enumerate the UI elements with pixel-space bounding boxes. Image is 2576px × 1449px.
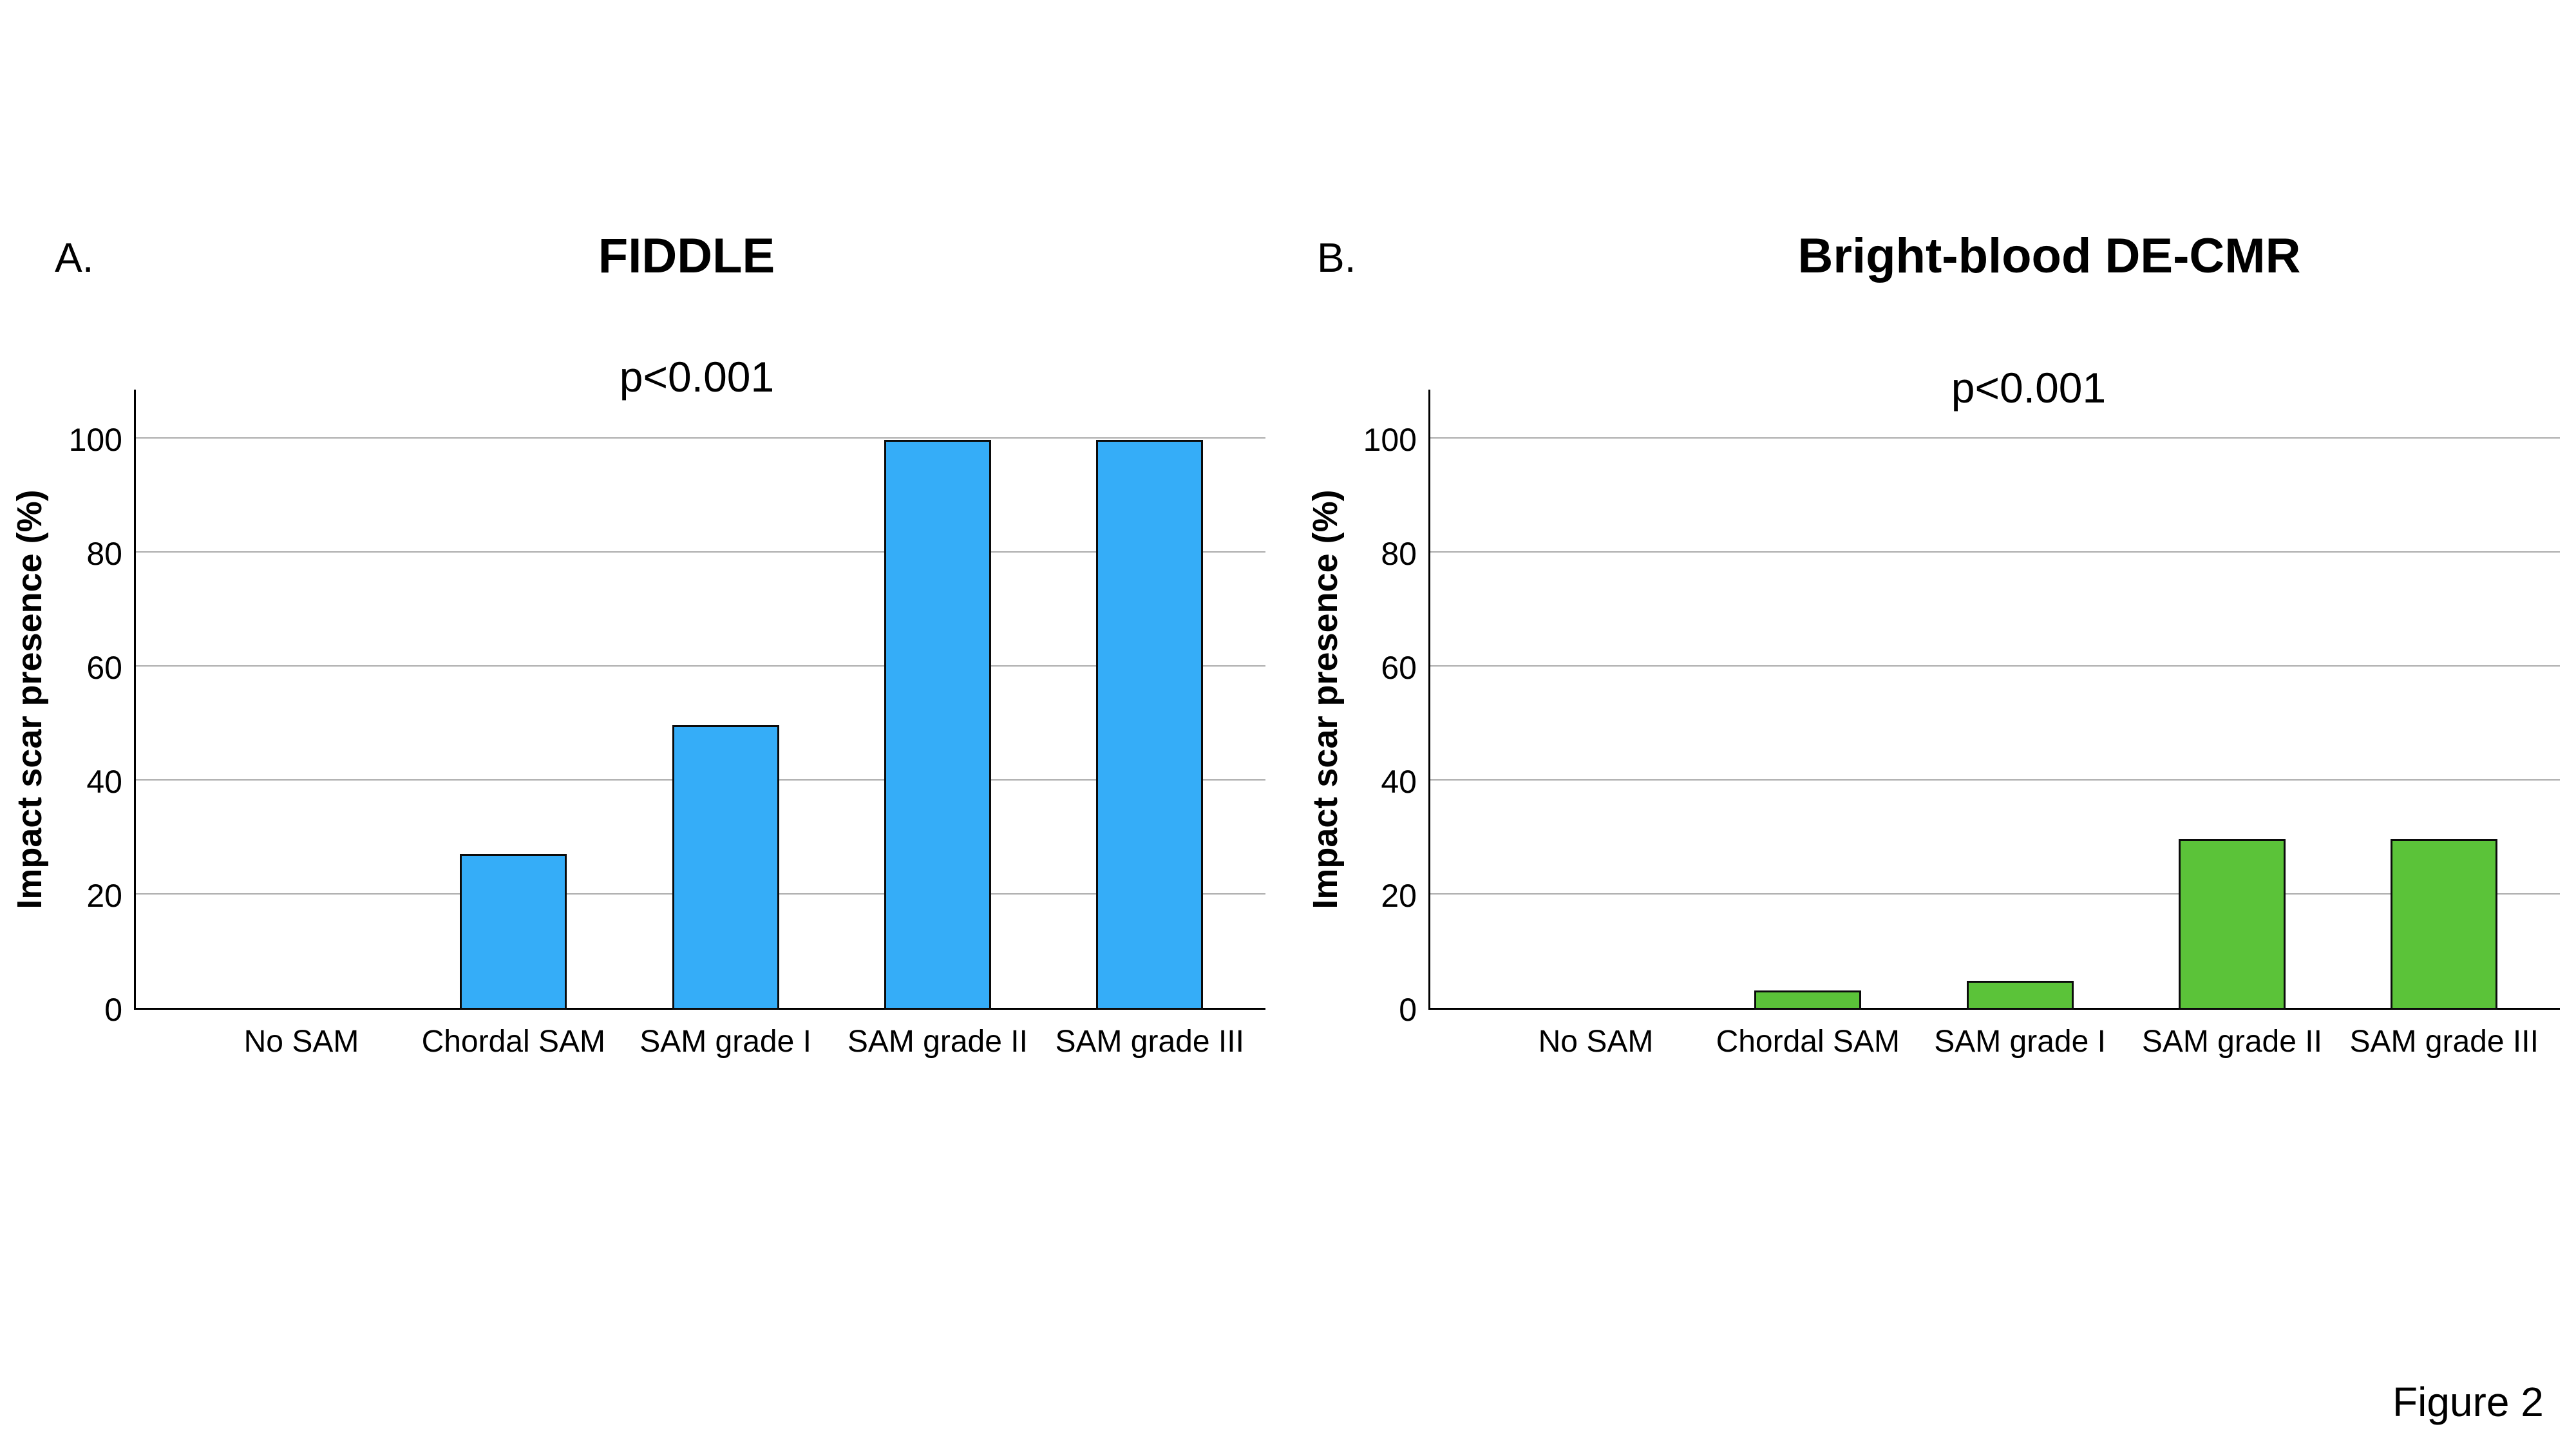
x-tick-label-chordal-sam: Chordal SAM (421, 1025, 606, 1059)
x-tick-label-no-sam: No SAM (243, 1025, 359, 1059)
bar-panel-b-sam-grade-i (1966, 980, 2074, 1010)
panel-b-pvalue-annotation: p<0.001 (1951, 364, 2107, 412)
panel-b-title: Bright-blood DE-CMR (1797, 229, 2301, 283)
y-tick-label-100: 100 (1363, 422, 1417, 458)
y-tick-label-60: 60 (1381, 650, 1417, 686)
y-tick-label-40: 40 (86, 764, 122, 800)
x-tick-label-sam-grade-i: SAM grade I (1934, 1025, 2106, 1059)
panel-b-label: B. (1317, 234, 1356, 281)
gridline-y-100 (136, 437, 1265, 439)
gridline-y-20 (1430, 893, 2560, 895)
gridline-y-100 (1430, 437, 2560, 439)
y-tick-label-80: 80 (86, 536, 122, 572)
y-tick-label-0: 0 (104, 992, 122, 1028)
bar-panel-a-sam-grade-ii (884, 440, 991, 1010)
bar-panel-b-sam-grade-ii (2178, 838, 2286, 1010)
bar-panel-b-chordal-sam (1754, 990, 1862, 1010)
x-tick-label-sam-grade-iii: SAM grade III (2349, 1025, 2539, 1059)
bar-panel-a-sam-grade-iii (1096, 440, 1204, 1010)
gridline-y-60 (136, 665, 1265, 667)
x-tick-label-sam-grade-ii: SAM grade II (2141, 1025, 2322, 1059)
y-tick-label-80: 80 (1381, 536, 1417, 572)
y-tick-label-20: 20 (1381, 878, 1417, 914)
gridline-y-80 (136, 551, 1265, 553)
y-tick-label-40: 40 (1381, 764, 1417, 800)
panel-a-pvalue-annotation: p<0.001 (619, 353, 775, 401)
x-tick-label-sam-grade-iii: SAM grade III (1055, 1025, 1244, 1059)
y-tick-label-0: 0 (1399, 992, 1417, 1028)
gridline-y-60 (1430, 665, 2560, 667)
x-tick-label-no-sam: No SAM (1538, 1025, 1654, 1059)
panel-a-title: FIDDLE (598, 229, 775, 283)
gridline-y-40 (1430, 779, 2560, 781)
bar-panel-b-sam-grade-iii (2391, 838, 2498, 1010)
y-tick-label-20: 20 (86, 878, 122, 914)
bar-panel-a-chordal-sam (460, 854, 567, 1010)
x-tick-label-sam-grade-ii: SAM grade II (847, 1025, 1028, 1059)
x-tick-label-chordal-sam: Chordal SAM (1716, 1025, 1900, 1059)
panel-a-label: A. (55, 234, 94, 281)
gridline-y-80 (1430, 551, 2560, 553)
figure-caption: Figure 2 (2392, 1379, 2544, 1425)
x-tick-label-sam-grade-i: SAM grade I (639, 1025, 811, 1059)
bar-panel-a-sam-grade-i (672, 724, 779, 1010)
y-tick-label-100: 100 (68, 422, 122, 458)
y-tick-label-60: 60 (86, 650, 122, 686)
